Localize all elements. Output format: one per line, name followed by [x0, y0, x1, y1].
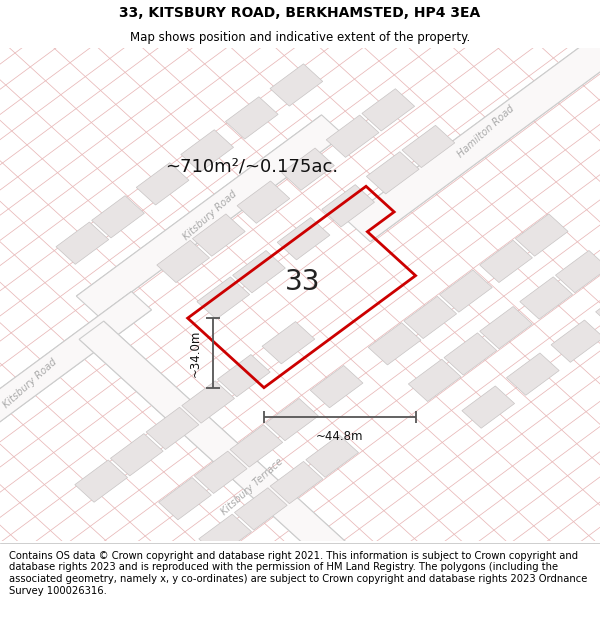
Polygon shape [462, 386, 515, 428]
Text: Kitsbury Terrace: Kitsbury Terrace [219, 456, 285, 517]
Polygon shape [520, 277, 572, 319]
Text: ~44.8m: ~44.8m [316, 429, 364, 442]
Polygon shape [596, 287, 600, 329]
Polygon shape [409, 359, 461, 401]
Polygon shape [136, 162, 189, 205]
Polygon shape [440, 270, 492, 312]
Text: ~34.0m: ~34.0m [189, 329, 202, 377]
Polygon shape [182, 381, 235, 423]
Polygon shape [556, 251, 600, 292]
Polygon shape [0, 291, 152, 474]
Polygon shape [56, 222, 109, 264]
Polygon shape [270, 64, 323, 106]
Polygon shape [404, 296, 457, 339]
Polygon shape [193, 214, 245, 256]
Polygon shape [310, 366, 363, 408]
Polygon shape [226, 97, 278, 139]
Polygon shape [110, 434, 163, 476]
Polygon shape [306, 435, 359, 478]
Polygon shape [76, 115, 344, 316]
Polygon shape [235, 488, 287, 530]
Polygon shape [237, 181, 290, 223]
Polygon shape [158, 478, 211, 520]
Polygon shape [194, 451, 247, 494]
Polygon shape [479, 240, 532, 282]
Polygon shape [199, 514, 251, 556]
Text: Map shows position and indicative extent of the property.: Map shows position and indicative extent… [130, 31, 470, 44]
Polygon shape [146, 408, 199, 449]
Polygon shape [157, 240, 209, 282]
Polygon shape [226, 568, 268, 602]
Polygon shape [506, 353, 559, 395]
Polygon shape [444, 333, 497, 375]
Polygon shape [322, 184, 374, 227]
Text: Kitsbury Road: Kitsbury Road [1, 356, 59, 409]
Polygon shape [362, 89, 415, 131]
Polygon shape [92, 196, 145, 238]
Polygon shape [233, 251, 286, 293]
Text: 33, KITSBURY ROAD, BERKHAMSTED, HP4 3EA: 33, KITSBURY ROAD, BERKHAMSTED, HP4 3EA [119, 6, 481, 21]
Polygon shape [368, 322, 421, 365]
Polygon shape [326, 115, 379, 158]
Polygon shape [346, 22, 600, 242]
Polygon shape [551, 320, 600, 362]
Polygon shape [270, 461, 323, 504]
Text: ~710m²/~0.175ac.: ~710m²/~0.175ac. [166, 158, 338, 176]
Polygon shape [277, 217, 330, 260]
Text: 33: 33 [285, 268, 321, 296]
Polygon shape [479, 306, 532, 349]
Polygon shape [266, 398, 319, 441]
Polygon shape [217, 354, 270, 397]
Polygon shape [197, 277, 250, 319]
Polygon shape [367, 152, 419, 194]
Polygon shape [75, 460, 128, 503]
Polygon shape [262, 542, 304, 576]
Text: Hamilton Road: Hamilton Road [456, 104, 516, 160]
Polygon shape [181, 130, 233, 172]
Polygon shape [515, 214, 568, 256]
Polygon shape [230, 425, 283, 467]
Polygon shape [281, 148, 334, 191]
Polygon shape [79, 321, 425, 625]
Text: Contains OS data © Crown copyright and database right 2021. This information is : Contains OS data © Crown copyright and d… [9, 551, 587, 596]
Polygon shape [402, 126, 455, 168]
Polygon shape [262, 321, 315, 364]
Text: Kitsbury Road: Kitsbury Road [181, 189, 239, 242]
